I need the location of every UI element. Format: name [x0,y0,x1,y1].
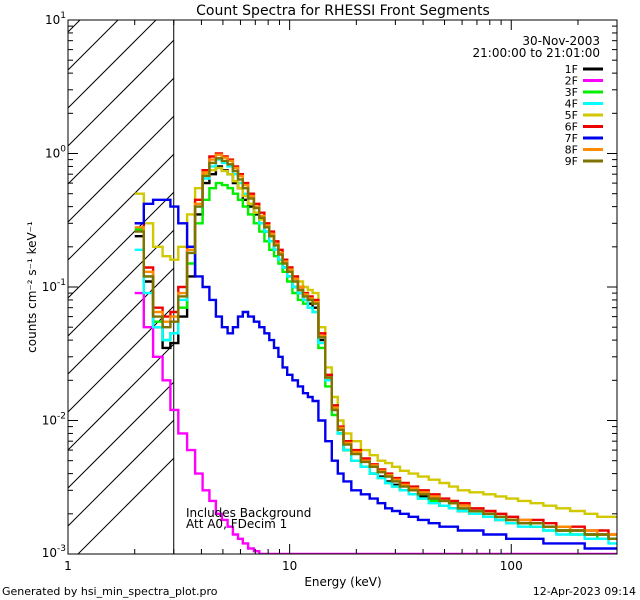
series-line-9F [134,157,617,540]
hatch-line [68,419,175,527]
series-line-1F [134,165,617,540]
y-tick-exponent: -3 [57,544,66,554]
hatch-line [68,20,157,109]
hatch-line [68,191,175,299]
series-line-7F [134,198,617,550]
y-tick-label: 101 [45,11,66,27]
excluded-energy-hatch [68,20,175,554]
hatch-line [68,115,175,223]
series-lines [134,152,617,554]
x-tick-label: 10 [282,559,297,573]
y-tick-label: 100 [45,145,66,161]
x-tick-label: 1 [64,559,72,573]
legend-label: 5F [565,109,578,122]
axis-ticks [67,19,618,555]
y-tick-exponent: 1 [60,11,66,21]
legend-label: 4F [565,98,578,111]
y-tick-base: 10 [42,546,57,560]
y-tick-exponent: 0 [60,145,66,155]
series-line-5F [134,166,617,518]
legend-label: 3F [565,86,578,99]
legend-label: 8F [565,144,578,157]
hatch-line [68,153,175,261]
hatch-line [68,267,175,375]
y-tick-base: 10 [45,147,60,161]
hatch-line [68,20,81,33]
x-tick-label: 100 [500,559,523,573]
y-tick-exponent: -1 [57,278,66,288]
hatch-line [77,457,175,554]
hatch-line [68,20,119,71]
y-tick-base: 10 [42,280,57,294]
hatch-line [68,77,175,185]
series-line-3F [134,181,617,540]
y-axis-label: counts cm⁻² s⁻¹ keV⁻¹ [25,221,39,353]
legend-label: 1F [565,63,578,76]
y-tick-label: 10-1 [42,278,66,294]
hatch-line [68,343,175,451]
annotation-attenuator: Att A0, FDecim 1 [186,517,287,531]
y-tick-label: 10-3 [42,544,66,560]
generation-timestamp: 12-Apr-2023 09:14 [533,585,636,598]
hatch-line [68,305,175,413]
annotation-background: Includes Background [186,506,311,520]
generated-by-note: Generated by hsi_min_spectra_plot.pro [2,585,218,598]
series-line-4F [134,158,617,545]
series-line-2F [134,291,617,554]
hatch-line [68,381,175,489]
y-tick-label: 10-2 [42,412,66,428]
chart-title: Count Spectra for RHESSI Front Segments [196,3,490,19]
legend-label: 9F [565,155,578,168]
y-tick-base: 10 [42,414,57,428]
y-tick-exponent: -2 [57,412,66,422]
y-tick-base: 10 [45,13,60,27]
legend-label: 6F [565,121,578,134]
hatch-line [68,39,175,147]
observation-date: 30-Nov-2003 [522,34,600,48]
observation-time-range: 21:00:00 to 21:01:00 [473,46,600,60]
legend-label: 2F [565,75,578,88]
legend-label: 7F [565,132,578,145]
x-axis-label: Energy (keV) [304,575,381,589]
